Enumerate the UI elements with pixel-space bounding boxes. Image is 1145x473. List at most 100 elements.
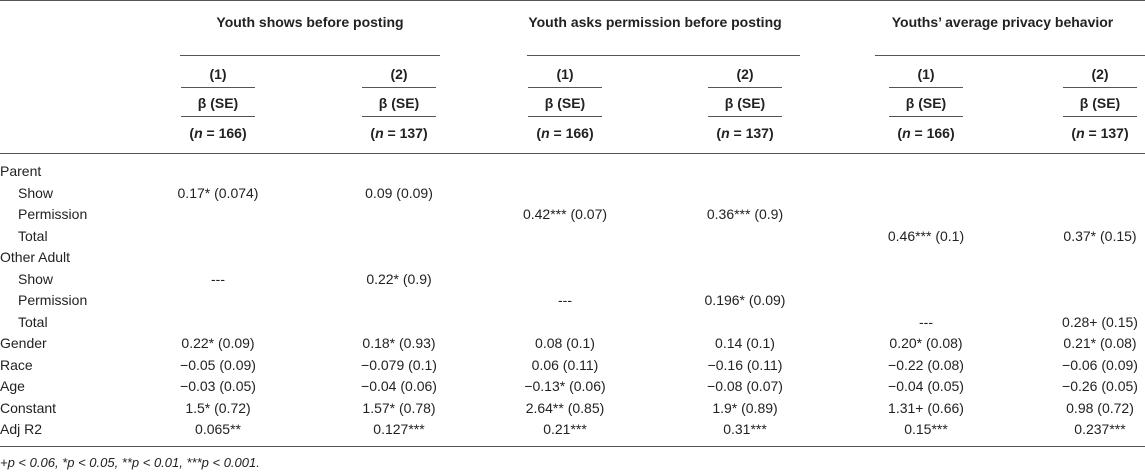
table-cell: 0.22* (0.9) (366, 270, 432, 287)
header-bottom-rule (0, 153, 1145, 154)
sample-size: (n = 166) (515, 125, 615, 141)
table-cell: 0.98 (0.72) (1066, 399, 1134, 416)
table-cell: −0.08 (0.07) (707, 378, 783, 394)
table-cell: 0.37* (0.15) (1063, 227, 1137, 244)
table-cell: --- (558, 292, 572, 308)
sample-size-value: = 137) (729, 125, 774, 141)
sample-size-value: = 166) (202, 125, 247, 141)
sample-size-var: n (902, 125, 911, 141)
beta-se-label: β (SE) (197, 95, 239, 111)
model-label: (2) (1091, 66, 1109, 82)
model-label: (1) (917, 66, 935, 82)
table-cell: 1.57* (0.78) (362, 399, 436, 416)
model-label: (2) (736, 66, 754, 82)
sample-size-paren: ( (1071, 125, 1077, 141)
table-cell: −0.079 (0.1) (361, 356, 437, 373)
model-label: (1) (556, 66, 574, 82)
table-cell: −0.06 (0.09) (1062, 356, 1138, 373)
row-label: Age (0, 378, 25, 394)
row-label: Permission (18, 292, 88, 308)
table-cell: 2.64** (0.85) (525, 399, 605, 416)
row-label: Race (0, 356, 33, 373)
sample-size: (n = 166) (876, 125, 976, 141)
sample-size-paren: ( (189, 125, 195, 141)
group-rule-permission (527, 55, 800, 56)
table-cell: 1.5* (0.72) (185, 399, 251, 416)
sample-size-paren: ( (897, 125, 903, 141)
row-label: Parent (0, 163, 42, 179)
group-rule-privacy (875, 55, 1145, 56)
sample-size-var: n (375, 125, 384, 141)
table-cell: 0.46*** (0.1) (887, 227, 965, 244)
table-top-rule (0, 0, 1145, 1)
sample-size-value: = 137) (1084, 125, 1129, 141)
table-cell: −0.22 (0.08) (888, 356, 964, 373)
row-label: Total (18, 227, 48, 244)
group-header-permission: Youth asks permission before posting (528, 14, 782, 30)
group-header-privacy: Youths’ average privacy behavior (891, 14, 1114, 30)
beta-rule (708, 116, 782, 117)
table-cell: 0.09 (0.09) (365, 184, 433, 201)
sample-size-paren: ( (716, 125, 722, 141)
model-rule (1063, 87, 1137, 88)
sample-size-paren: ( (370, 125, 376, 141)
row-label: Total (18, 313, 48, 330)
sample-size: (n = 137) (1050, 125, 1145, 141)
sample-size-paren: ( (536, 125, 542, 141)
table-cell: −0.05 (0.09) (180, 356, 256, 373)
beta-rule (181, 116, 255, 117)
table-cell: −0.04 (0.06) (361, 378, 437, 394)
sample-size: (n = 137) (695, 125, 795, 141)
table-cell: −0.16 (0.11) (707, 356, 783, 373)
model-rule (362, 87, 436, 88)
table-cell: 0.21*** (543, 421, 587, 437)
row-label: Constant (0, 399, 57, 416)
table-cell: 0.22* (0.09) (181, 335, 255, 351)
table-cell: 1.9* (0.89) (712, 399, 778, 416)
table-cell: 0.18* (0.93) (362, 335, 436, 351)
sample-size-value: = 166) (549, 125, 594, 141)
row-label: Gender (0, 335, 47, 351)
beta-se-label: β (SE) (378, 95, 420, 111)
table-cell: 0.14 (0.1) (715, 335, 775, 351)
table-cell: 0.17* (0.074) (177, 184, 259, 201)
table-cell: 0.196* (0.09) (704, 292, 786, 308)
table-cell: 0.36*** (0.9) (706, 206, 784, 222)
row-label: Show (18, 270, 54, 287)
table-cell: 0.28+ (0.15) (1062, 313, 1138, 330)
sample-size-var: n (1076, 125, 1085, 141)
group-header-shows: Youth shows before posting (216, 14, 404, 30)
beta-rule (1063, 116, 1137, 117)
row-label: Adj R2 (0, 421, 43, 437)
beta-rule (528, 116, 602, 117)
table-cell: 0.08 (0.1) (535, 335, 595, 351)
table-cell: 0.21* (0.08) (1063, 335, 1137, 351)
beta-se-label: β (SE) (724, 95, 766, 111)
model-label: (2) (390, 66, 408, 82)
beta-se-label: β (SE) (1079, 95, 1121, 111)
table-cell: 0.237*** (1074, 421, 1126, 437)
row-label: Permission (18, 206, 88, 222)
sample-size-var: n (541, 125, 550, 141)
sample-size-value: = 137) (383, 125, 428, 141)
table-cell: 0.06 (0.11) (531, 356, 599, 373)
sample-size-value: = 166) (910, 125, 955, 141)
sample-size-var: n (721, 125, 730, 141)
beta-se-label: β (SE) (544, 95, 586, 111)
table-cell: 0.31*** (723, 421, 767, 437)
table-cell: −0.26 (0.05) (1062, 378, 1138, 394)
model-label: (1) (209, 66, 227, 82)
table-cell: --- (919, 313, 933, 330)
sample-size-var: n (194, 125, 203, 141)
table-cell: −0.04 (0.05) (888, 378, 964, 394)
sample-size: (n = 137) (349, 125, 449, 141)
table-cell: 1.31+ (0.66) (888, 399, 964, 416)
group-rule-shows (180, 55, 440, 56)
row-label: Show (18, 184, 54, 201)
beta-rule (362, 116, 436, 117)
beta-rule (889, 116, 963, 117)
model-rule (889, 87, 963, 88)
table-bottom-rule (0, 446, 1145, 447)
model-rule (528, 87, 602, 88)
table-cell: −0.03 (0.05) (180, 378, 256, 394)
